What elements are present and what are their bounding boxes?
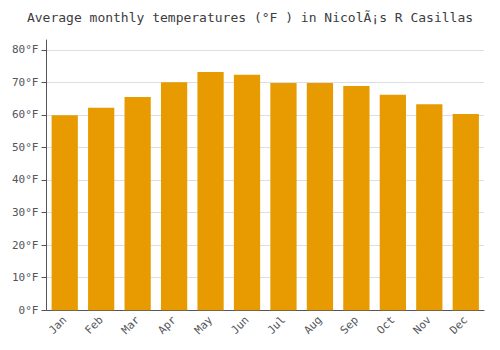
- svg-text:Oct: Oct: [374, 314, 397, 337]
- svg-text:May: May: [192, 313, 215, 336]
- svg-text:Aug: Aug: [301, 314, 324, 337]
- svg-text:50°F: 50°F: [12, 141, 39, 154]
- svg-text:60°F: 60°F: [12, 108, 39, 121]
- svg-text:Feb: Feb: [83, 314, 106, 337]
- svg-text:30°F: 30°F: [12, 206, 39, 219]
- svg-text:Dec: Dec: [447, 314, 470, 337]
- svg-text:20°F: 20°F: [12, 239, 39, 252]
- svg-text:Jan: Jan: [46, 314, 69, 337]
- svg-text:40°F: 40°F: [12, 173, 39, 186]
- svg-text:80°F: 80°F: [12, 43, 39, 56]
- svg-text:Mar: Mar: [119, 313, 142, 336]
- svg-text:Average monthly temperatures (: Average monthly temperatures (°F ) in Ni…: [27, 10, 473, 25]
- svg-text:Jul: Jul: [265, 314, 288, 337]
- svg-text:10°F: 10°F: [12, 271, 39, 284]
- svg-text:Jun: Jun: [228, 314, 251, 337]
- svg-text:0°F: 0°F: [19, 304, 39, 317]
- svg-text:Nov: Nov: [411, 313, 434, 336]
- svg-text:Apr: Apr: [155, 313, 178, 336]
- svg-text:Sep: Sep: [338, 314, 361, 337]
- svg-text:70°F: 70°F: [12, 76, 39, 89]
